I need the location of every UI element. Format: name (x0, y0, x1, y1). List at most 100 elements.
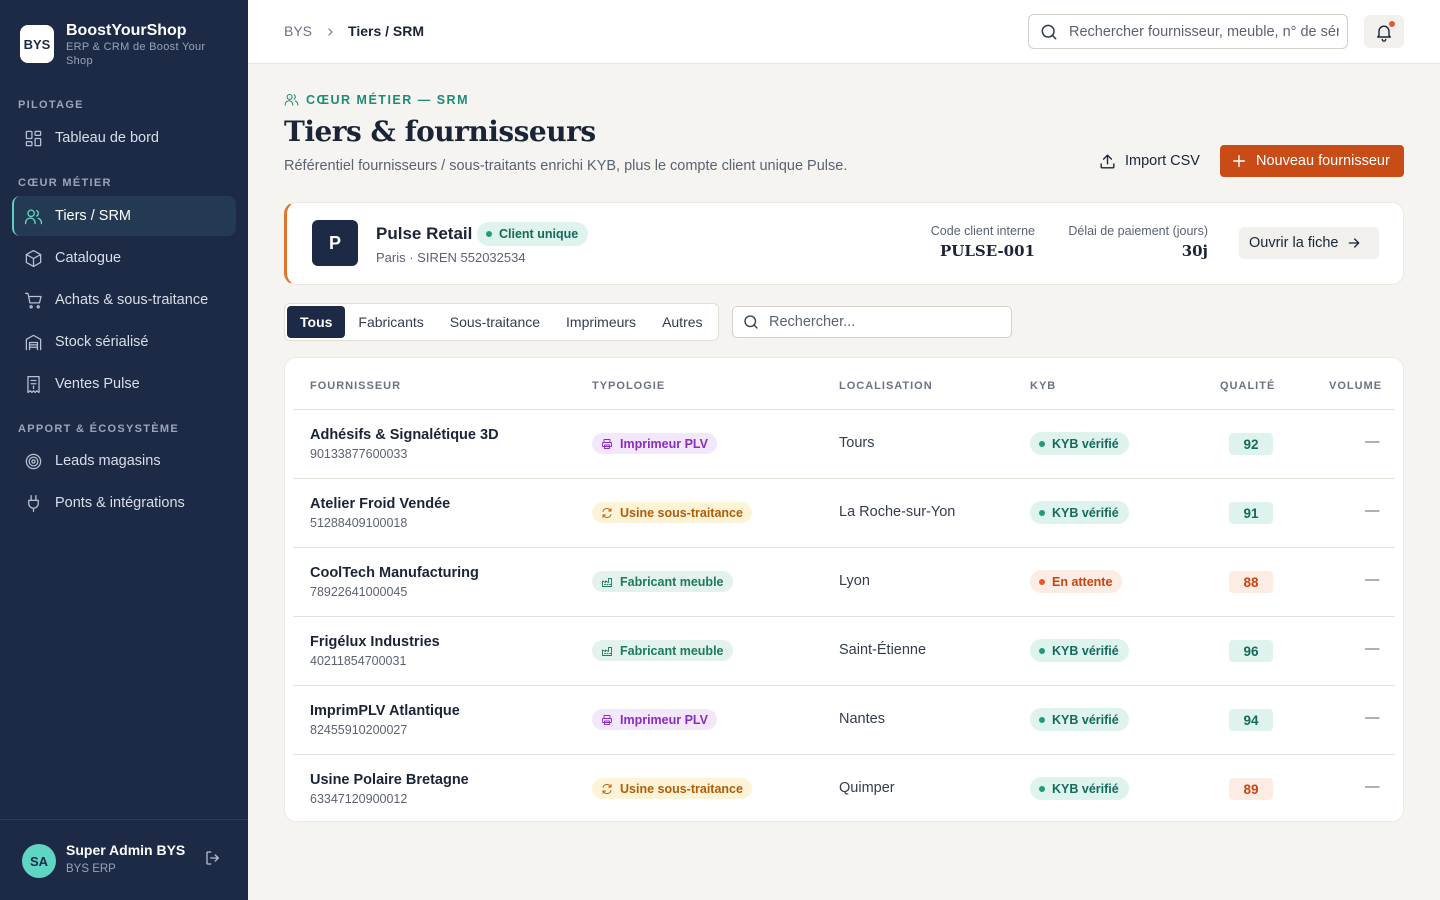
brand-subtitle: ERP & CRM de Boost Your Shop (66, 41, 206, 67)
sidebar-item-stock[interactable]: Stock sérialisé (12, 322, 236, 362)
kyb-label: KYB vérifié (1052, 781, 1119, 796)
filter-tab-autres[interactable]: Autres (662, 314, 703, 330)
sidebar-item-catalogue[interactable]: Catalogue (12, 238, 236, 278)
nav-section-pilotage: PILOTAGE (18, 99, 84, 111)
breadcrumb-root[interactable]: BYS (284, 23, 313, 39)
filter-tab-sous-traitance[interactable]: Sous-traitance (449, 314, 541, 330)
sidebar-item-achats[interactable]: Achats & sous-traitance (12, 280, 236, 320)
import-csv-button[interactable]: Import CSV (1090, 145, 1208, 177)
supplier-name[interactable]: ImprimPLV Atlantique (310, 703, 460, 719)
new-supplier-label: Nouveau fournisseur (1256, 153, 1390, 169)
supplier-volume: — (1365, 641, 1380, 657)
notification-dot (1388, 20, 1396, 28)
nav-section-apport: APPORT & ÉCOSYSTÈME (18, 423, 179, 435)
dashboard-icon (25, 130, 42, 146)
refresh-icon (602, 507, 612, 518)
sidebar-item-ventes-pulse[interactable]: Ventes Pulse (12, 364, 236, 404)
user-panel: SA Super Admin BYS BYS ERP (0, 819, 248, 900)
topbar: BYS Tiers / SRM (248, 0, 1440, 64)
kyb-status-badge: KYB vérifié (1030, 639, 1129, 662)
col-volume[interactable]: VOLUME (1329, 380, 1383, 392)
page-title: Tiers & fournisseurs (284, 115, 596, 148)
client-unique-badge: Client unique (477, 222, 589, 246)
open-record-button[interactable]: Ouvrir la fiche (1239, 227, 1379, 259)
supplier-location: Saint-Étienne (839, 642, 927, 658)
chevron-right-icon (324, 25, 336, 37)
refresh-icon (602, 783, 612, 794)
suppliers-table: FOURNISSEUR TYPOLOGIE LOCALISATION KYB Q… (284, 357, 1404, 822)
payment-delay-value: 30j (1181, 242, 1208, 260)
table-row[interactable]: Frigélux Industries 40211854700031 Fabrica… (293, 617, 1395, 686)
supplier-siret: 90133877600033 (310, 447, 408, 461)
factory-icon (602, 577, 612, 587)
logout-button[interactable] (204, 849, 222, 867)
supplier-volume: — (1365, 503, 1380, 519)
supplier-location: Nantes (839, 711, 885, 727)
kyb-status-badge: KYB vérifié (1030, 777, 1129, 800)
sidebar-item-tiers-srm[interactable]: Tiers / SRM (12, 196, 236, 236)
global-search[interactable] (1028, 14, 1348, 49)
supplier-volume: — (1365, 710, 1380, 726)
kyb-status-badge: KYB vérifié (1030, 501, 1129, 524)
plus-icon (1233, 155, 1245, 167)
brand[interactable]: BYS BoostYourShop ERP & CRM de Boost You… (20, 22, 226, 68)
supplier-name[interactable]: CoolTech Manufacturing (310, 565, 479, 581)
quality-score: 96 (1229, 640, 1273, 662)
avatar[interactable]: SA (22, 844, 56, 878)
supplier-siret: 51288409100018 (310, 516, 408, 530)
filter-tab-imprimeurs[interactable]: Imprimeurs (566, 314, 637, 330)
supplier-name[interactable]: Adhésifs & Signalétique 3D (310, 427, 499, 443)
col-localisation[interactable]: LOCALISATION (839, 380, 933, 392)
bell-icon (1377, 25, 1391, 42)
sidebar-item-label: Achats & sous-traitance (55, 292, 209, 308)
col-kyb[interactable]: KYB (1030, 380, 1057, 392)
arrow-right-icon (1349, 238, 1360, 248)
client-code-label: Code client interne (930, 224, 1035, 238)
nav-section-coeur-metier: CŒUR MÉTIER (18, 177, 112, 189)
page-eyebrow: CŒUR MÉTIER — SRM (284, 92, 469, 107)
kyb-label: KYB vérifié (1052, 436, 1119, 451)
table-row[interactable]: ImprimPLV Atlantique 82455910200027 Imprim… (293, 686, 1395, 755)
col-qualite[interactable]: QUALITÉ (1220, 380, 1276, 392)
cart-icon (24, 292, 42, 308)
global-search-input[interactable] (1069, 23, 1339, 40)
kyb-label: KYB vérifié (1052, 712, 1119, 727)
supplier-name[interactable]: Atelier Froid Vendée (310, 496, 451, 512)
type-badge: Usine sous-traitance (592, 778, 752, 799)
table-search[interactable] (732, 306, 1012, 338)
table-row[interactable]: Adhésifs & Signalétique 3D 90133877600033… (293, 410, 1395, 479)
supplier-name[interactable]: Frigélux Industries (310, 634, 440, 650)
col-fournisseur[interactable]: FOURNISSEUR (310, 380, 402, 392)
supplier-siret: 82455910200027 (310, 723, 408, 737)
box-icon (25, 249, 42, 267)
col-typologie[interactable]: TYPOLOGIE (592, 380, 666, 392)
sidebar-item-integrations[interactable]: Ponts & intégrations (12, 483, 236, 523)
table-row[interactable]: CoolTech Manufacturing 78922641000045 Fabr… (293, 548, 1395, 617)
plug-icon (28, 494, 39, 512)
logout-icon (206, 851, 219, 865)
quality-score: 89 (1229, 778, 1273, 800)
type-label: Usine sous-traitance (620, 781, 743, 796)
table-search-input[interactable] (769, 314, 999, 330)
notifications-button[interactable] (1364, 15, 1404, 48)
supplier-volume: — (1365, 572, 1380, 588)
client-code: Code client interne PULSE-001 (931, 224, 1035, 260)
quality-score: 94 (1229, 709, 1273, 731)
upload-icon (1100, 153, 1115, 169)
sidebar-item-label: Leads magasins (55, 453, 161, 469)
new-supplier-button[interactable]: Nouveau fournisseur (1220, 145, 1404, 177)
filter-tab-fabricants[interactable]: Fabricants (358, 314, 424, 330)
table-row[interactable]: Usine Polaire Bretagne 63347120900012 Usin… (293, 755, 1395, 824)
type-label: Fabricant meuble (620, 574, 724, 589)
brand-name: BoostYourShop (66, 22, 187, 39)
table-row[interactable]: Atelier Froid Vendée 51288409100018 Usine … (293, 479, 1395, 548)
sidebar-item-dashboard[interactable]: Tableau de bord (12, 118, 236, 158)
search-icon (744, 315, 758, 329)
factory-icon (602, 646, 612, 656)
filter-tab-tous[interactable]: Tous (287, 306, 346, 338)
warehouse-icon (25, 334, 42, 350)
kyb-status-badge: KYB vérifié (1030, 432, 1129, 455)
supplier-name[interactable]: Usine Polaire Bretagne (310, 772, 469, 788)
sidebar-item-leads[interactable]: Leads magasins (12, 441, 236, 481)
pulse-client-card: P Pulse Retail Client unique Paris · SIR… (284, 202, 1404, 285)
